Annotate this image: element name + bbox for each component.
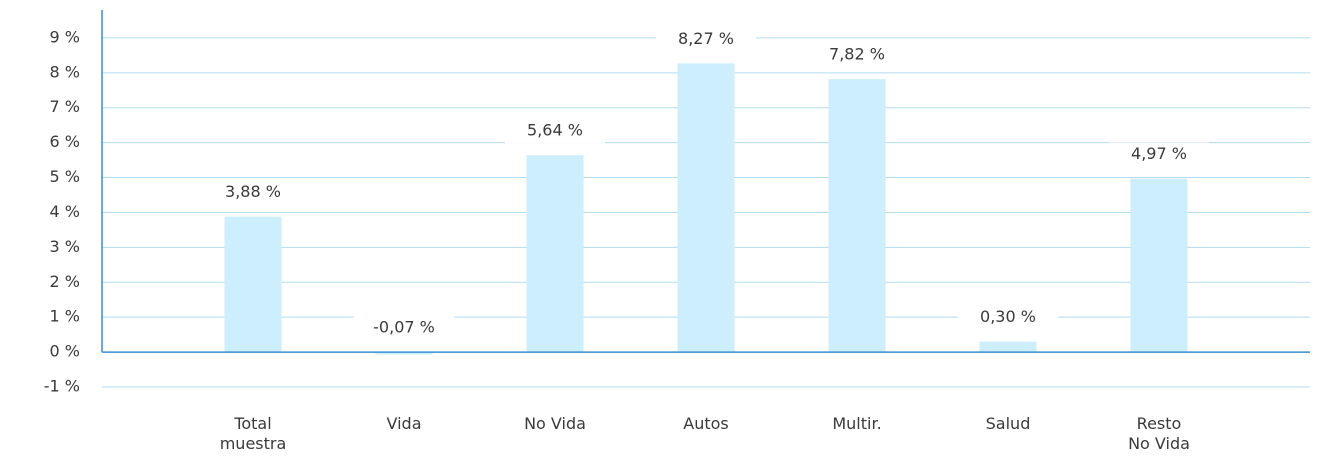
y-tick-label: 7 %	[50, 97, 80, 116]
bar	[828, 79, 886, 353]
label-bg	[505, 119, 605, 144]
label-bg	[1109, 142, 1209, 167]
x-tick-label: Salud	[985, 414, 1031, 433]
label-bg	[203, 180, 303, 205]
label-bg	[958, 305, 1058, 330]
y-tick-label: 8 %	[50, 62, 80, 81]
data-label: 7,82 %	[829, 45, 885, 64]
y-tick-label: 4 %	[50, 202, 80, 221]
data-label: 0,30 %	[980, 307, 1036, 326]
x-tick-label: Autos	[683, 414, 729, 433]
bar	[375, 352, 433, 355]
x-tick-label: Vida	[386, 414, 422, 433]
data-label: 3,88 %	[225, 182, 281, 201]
y-tick-label: 3 %	[50, 237, 80, 256]
label-bg	[354, 316, 454, 341]
data-label: 4,97 %	[1131, 144, 1187, 163]
y-tick-label: 6 %	[50, 132, 80, 151]
y-tick-label: 2 %	[50, 272, 80, 291]
data-label: 5,64 %	[527, 121, 583, 140]
bar	[677, 63, 735, 353]
x-tick-label: Resto No Vida	[1128, 414, 1190, 453]
x-tick-label: No Vida	[524, 414, 586, 433]
x-tick-label: Total muestra	[219, 414, 287, 453]
bar	[224, 216, 282, 353]
bar	[526, 155, 584, 353]
y-tick-label: 0 %	[50, 342, 80, 361]
x-tick-label: Multir.	[832, 414, 882, 433]
data-label: 8,27 %	[678, 29, 734, 48]
y-tick-label: 5 %	[50, 167, 80, 186]
label-bg	[656, 27, 756, 52]
label-bg	[807, 43, 907, 68]
y-tick-label: 9 %	[50, 27, 80, 46]
bar	[979, 341, 1037, 353]
bar	[1130, 178, 1188, 353]
y-tick-label: 1 %	[50, 307, 80, 326]
y-tick-label: -1 %	[44, 377, 80, 396]
data-label: -0,07 %	[373, 318, 435, 337]
